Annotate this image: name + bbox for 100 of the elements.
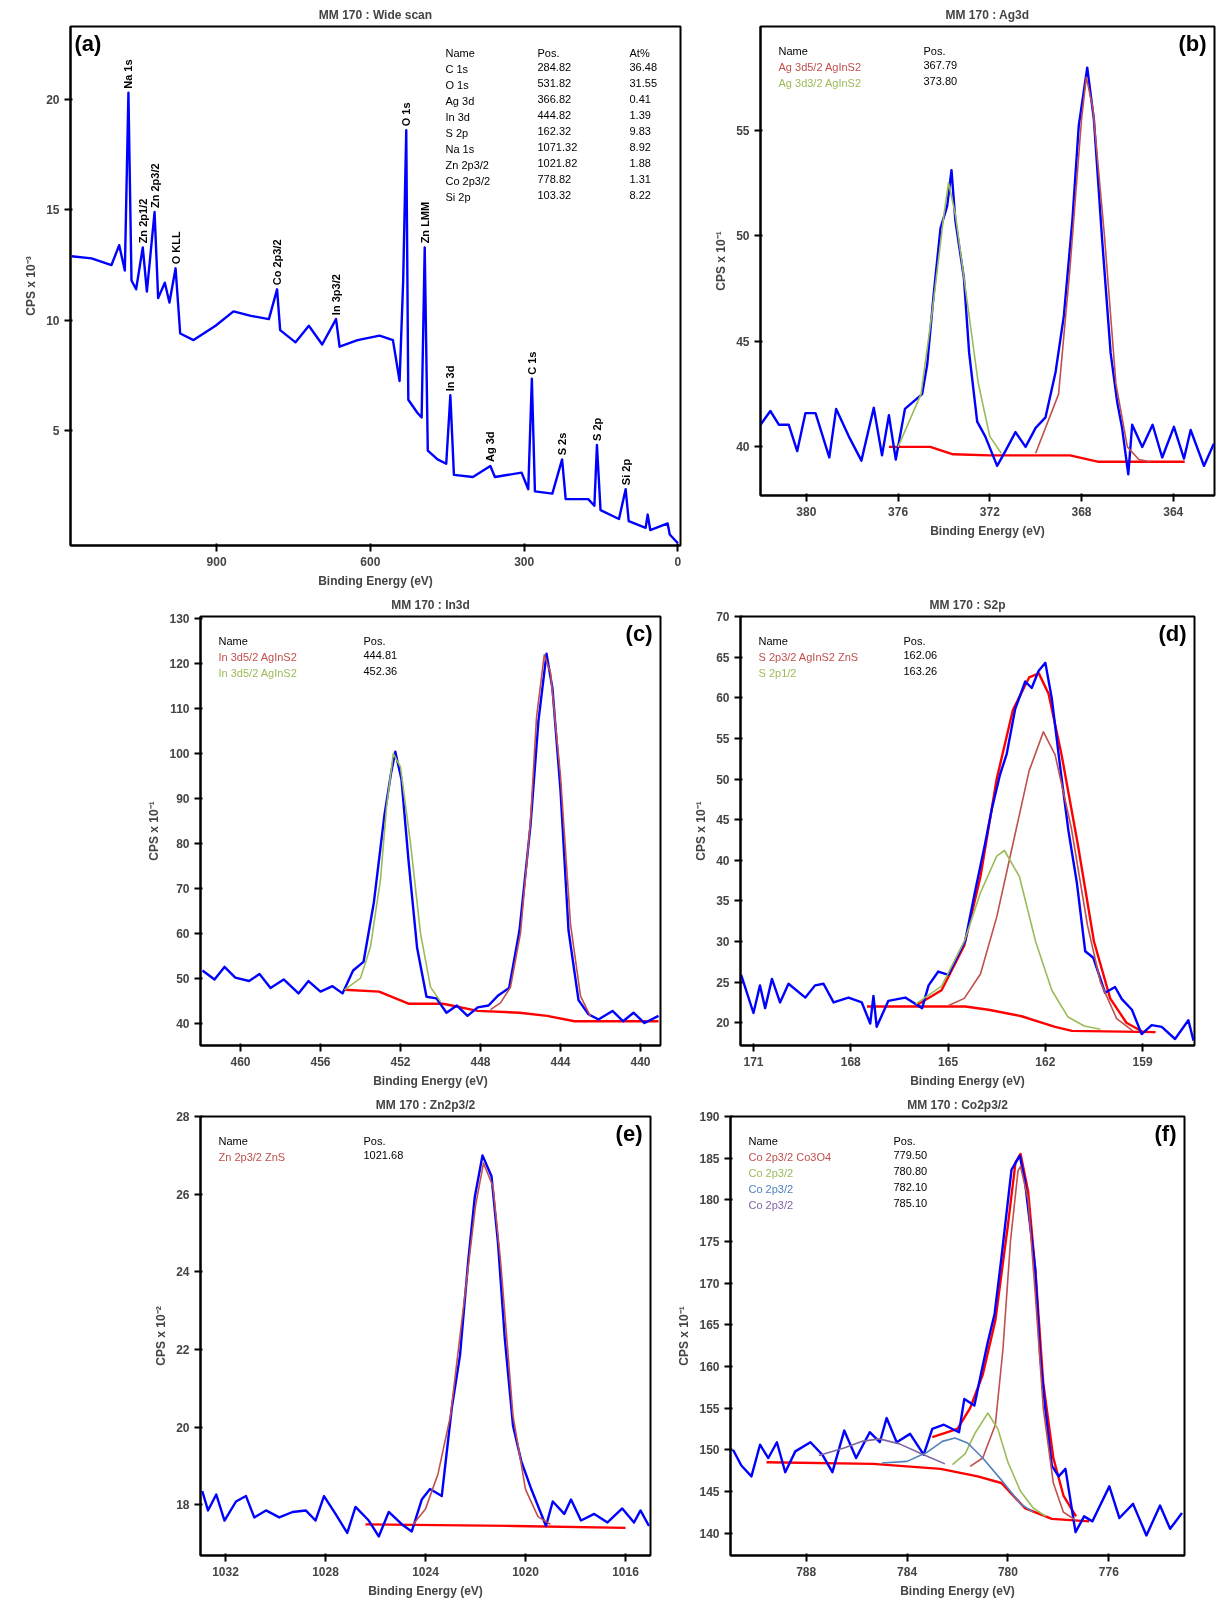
- y-tick-label: 45: [716, 813, 730, 828]
- annotation: 780.80: [893, 1164, 928, 1177]
- text: Co 2p3/2: [748, 1198, 794, 1211]
- text: Ag 3d3/2 AgInS2: [778, 76, 862, 89]
- y-tick-label: 26: [176, 1187, 190, 1202]
- y-tick-label: 110: [170, 702, 190, 717]
- y-tick-label: 120: [169, 657, 190, 672]
- y-tick-label: 140: [699, 1526, 720, 1541]
- x-tick-label: 456: [310, 1054, 331, 1069]
- annotation: C 1s: [525, 351, 538, 375]
- chart-subtitle: (e): [615, 1120, 643, 1146]
- y-tick-label: 65: [716, 650, 730, 665]
- y-tick-label: 145: [699, 1484, 720, 1499]
- y-tick-label: 60: [716, 691, 730, 706]
- y-tick-label: 45: [736, 334, 750, 349]
- text: In 3d5/2 AgInS2: [218, 650, 297, 663]
- annotation: Zn LMM: [418, 201, 431, 244]
- y-tick-label: 28: [176, 1110, 190, 1124]
- x-tick-label: 1020: [512, 1564, 540, 1579]
- annotation: Co 2p3/2: [271, 239, 284, 286]
- x-tick-label: 1028: [312, 1564, 340, 1579]
- x-axis-title: Binding Energy (eV): [910, 1073, 1025, 1088]
- y-tick-label: 22: [176, 1343, 190, 1358]
- annotation: Pos.: [363, 634, 386, 647]
- annotation: Ag 3d: [484, 431, 497, 462]
- x-tick-label: 376: [888, 504, 909, 519]
- annotation: O KLL: [169, 231, 182, 265]
- text: S 2p1/2: [758, 666, 797, 679]
- y-tick-label: 15: [46, 203, 60, 218]
- y-tick-label: 170: [699, 1276, 720, 1291]
- text: In 3d 444.82 1.39: [445, 108, 651, 123]
- text: Na 1s 1071.32 8.92: [445, 140, 651, 155]
- y-axis-title: CPS x 10⁻¹: [147, 801, 162, 861]
- y-tick-label: 40: [176, 1016, 190, 1031]
- annotation: 452.36: [363, 664, 398, 677]
- chart-title: MM 170 : S2p: [929, 597, 1006, 612]
- x-axis-title: Binding Energy (eV): [930, 523, 1045, 538]
- annotation: Pos.: [893, 1134, 916, 1147]
- legend-title: Name: [758, 634, 788, 647]
- y-tick-label: 20: [46, 92, 60, 107]
- legend-title: Name: [218, 634, 248, 647]
- legend-title: Name: [218, 1134, 248, 1147]
- x-tick-label: 784: [897, 1564, 918, 1579]
- text: S 2p 162.32 9.83: [445, 124, 651, 139]
- annotation: O 1s: [400, 102, 413, 127]
- y-tick-label: 55: [716, 731, 730, 746]
- text: S 2p3/2 AgInS2 ZnS: [758, 650, 859, 663]
- x-tick-label: 300: [514, 554, 535, 569]
- y-axis-title: CPS x 10⁻¹: [694, 801, 709, 861]
- x-tick-label: 776: [1098, 1564, 1120, 1579]
- y-tick-label: 90: [176, 791, 190, 806]
- text: Co 2p3/2 778.82 1.31: [445, 172, 651, 187]
- x-tick-label: 1016: [612, 1564, 640, 1579]
- x-tick-label: 372: [979, 504, 1001, 519]
- annotation: In 3p3/2: [330, 274, 343, 316]
- text: In 3d5/2 AgInS2: [218, 666, 297, 679]
- text: Ag 3d 366.82 0.41: [445, 92, 651, 107]
- y-tick-label: 10: [46, 313, 60, 328]
- x-tick-label: 1032: [212, 1564, 240, 1579]
- x-tick-label: 900: [206, 554, 227, 569]
- y-tick-label: 130: [169, 612, 190, 627]
- chart-subtitle: (f): [1154, 1120, 1177, 1146]
- text: Co 2p3/2: [748, 1182, 794, 1195]
- x-tick-label: 600: [360, 554, 381, 569]
- x-tick-label: 788: [796, 1564, 817, 1579]
- x-tick-label: 0: [674, 554, 682, 569]
- chart-subtitle: (c): [625, 620, 653, 646]
- chart-title: MM 170 : In3d: [391, 597, 470, 612]
- x-tick-label: 444: [550, 1054, 571, 1069]
- legend-title: Name: [748, 1134, 778, 1147]
- text: Name Pos. At%: [445, 46, 650, 59]
- y-tick-label: 50: [716, 772, 730, 787]
- y-tick-label: 70: [176, 881, 190, 896]
- x-tick-label: 368: [1071, 504, 1092, 519]
- annotation: Pos.: [923, 44, 946, 57]
- y-tick-label: 100: [169, 747, 190, 762]
- annotation: Si 2p: [619, 458, 632, 486]
- y-tick-label: 5: [52, 424, 60, 439]
- text: Zn 2p3/2 1021.82 1.88: [445, 156, 651, 171]
- y-tick-label: 160: [699, 1359, 720, 1374]
- y-tick-label: 24: [176, 1265, 190, 1280]
- y-tick-label: 80: [176, 836, 190, 851]
- chart-title: MM 170 : Wide scan: [318, 7, 433, 22]
- x-tick-label: 171: [743, 1054, 764, 1069]
- annotation: Zn 2p1/2: [136, 198, 149, 244]
- y-tick-label: 20: [176, 1420, 190, 1435]
- y-tick-label: 25: [716, 975, 730, 990]
- annotation: S 2s: [556, 432, 569, 456]
- annotation: 785.10: [893, 1196, 928, 1209]
- y-tick-label: 30: [716, 935, 730, 949]
- x-tick-label: 165: [938, 1054, 959, 1069]
- x-tick-label: 159: [1132, 1054, 1153, 1069]
- y-tick-label: 20: [716, 1016, 730, 1031]
- y-tick-label: 40: [716, 853, 730, 868]
- text: C 1s 284.82 36.48: [445, 60, 658, 75]
- annotation: In 3d: [444, 365, 457, 392]
- annotation: 779.50: [893, 1148, 928, 1161]
- text: Ag 3d5/2 AgInS2: [778, 60, 862, 73]
- y-tick-label: 70: [716, 610, 730, 624]
- x-axis-title: Binding Energy (eV): [373, 1073, 488, 1088]
